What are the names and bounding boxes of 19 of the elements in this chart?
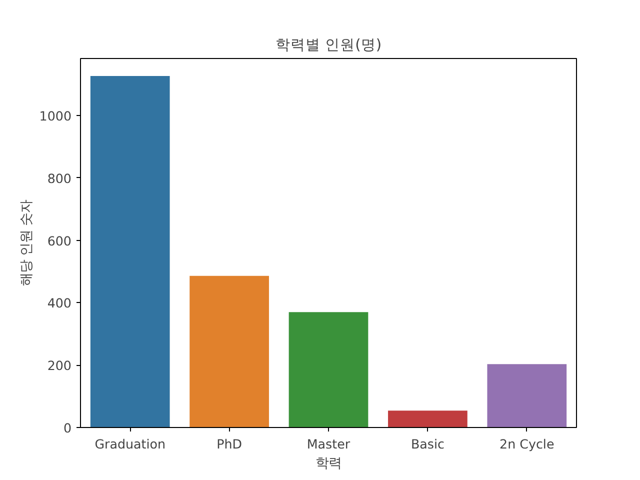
y-tick-label: 200: [47, 358, 72, 374]
chart-title: 학력별 인원(명): [275, 36, 382, 54]
y-tick-label: 400: [47, 296, 72, 311]
bar: [288, 312, 368, 428]
x-tick-label: 2n Cycle: [500, 436, 554, 452]
bar: [90, 76, 170, 428]
bar: [487, 364, 567, 428]
x-tick-label: Graduation: [94, 436, 166, 452]
y-tick-label: 0: [63, 420, 72, 436]
y-tick-label: 1000: [39, 108, 72, 124]
bar: [388, 410, 468, 428]
bar: [190, 276, 269, 428]
x-tick-label: Basic: [410, 436, 444, 452]
x-tick-label: PhD: [216, 436, 242, 452]
y-tick-label: 800: [47, 170, 72, 186]
x-axis-title: 학력: [316, 456, 342, 472]
y-tick-label: 600: [47, 233, 72, 248]
y-axis-title: 해당 인원 숫자: [19, 200, 34, 286]
x-tick-label: Master: [306, 436, 351, 452]
